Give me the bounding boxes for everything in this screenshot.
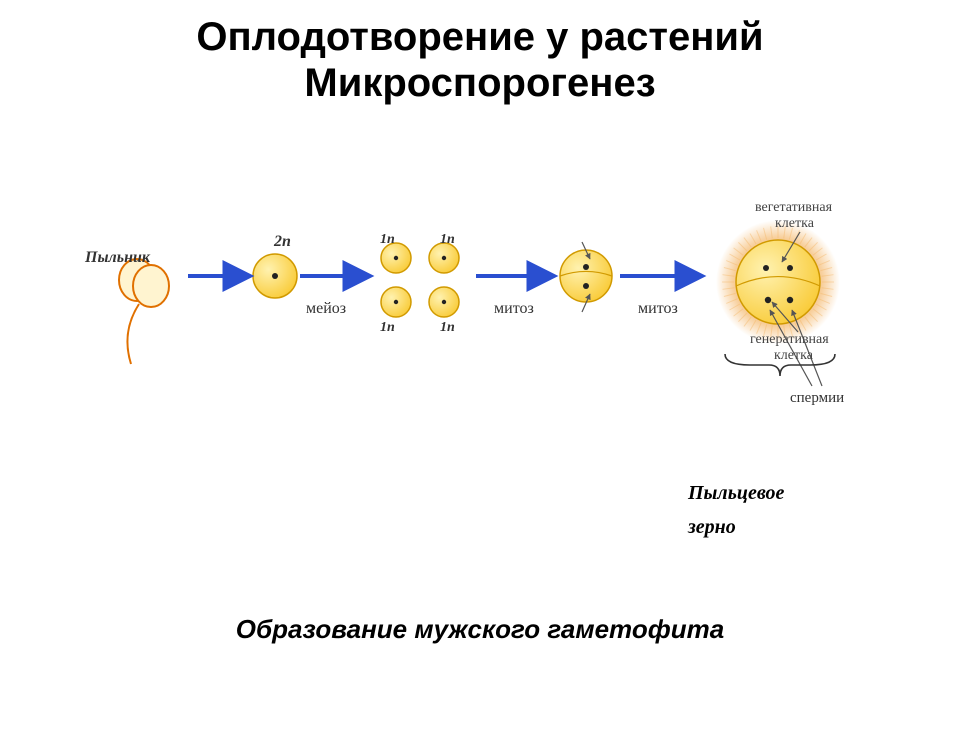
label-gen_cell1: генеративная (750, 332, 829, 348)
microsporogenesis-diagram (0, 194, 960, 534)
label-sperm: спермии (790, 390, 844, 407)
label-veg_cell1: вегетативная (755, 200, 832, 216)
page-title: Оплодотворение у растений Микроспорогене… (0, 14, 960, 106)
label-veg_cell2: клетка (775, 216, 814, 232)
label-meiosis: мейоз (306, 300, 346, 318)
label-ploidy_1n_d: 1n (440, 320, 455, 336)
label-mitosis2: митоз (638, 300, 678, 318)
label-ploidy_1n_b: 1n (440, 232, 455, 248)
label-mitosis1: митоз (494, 300, 534, 318)
label-anther: Пыльник (85, 249, 150, 267)
label-gen_cell2: клетка (774, 348, 813, 364)
label-ploidy_1n_c: 1n (380, 320, 395, 336)
title-line-2: Микроспорогенез (0, 60, 960, 106)
label-ploidy_2n: 2n (274, 233, 291, 251)
title-line-1: Оплодотворение у растений (0, 14, 960, 60)
pollen-grain-caption-1: Пыльцевое (688, 482, 784, 505)
label-ploidy_1n_a: 1n (380, 232, 395, 248)
pollen-grain-caption-2: зерно (688, 516, 736, 539)
subtitle: Образование мужского гаметофита (0, 614, 960, 645)
